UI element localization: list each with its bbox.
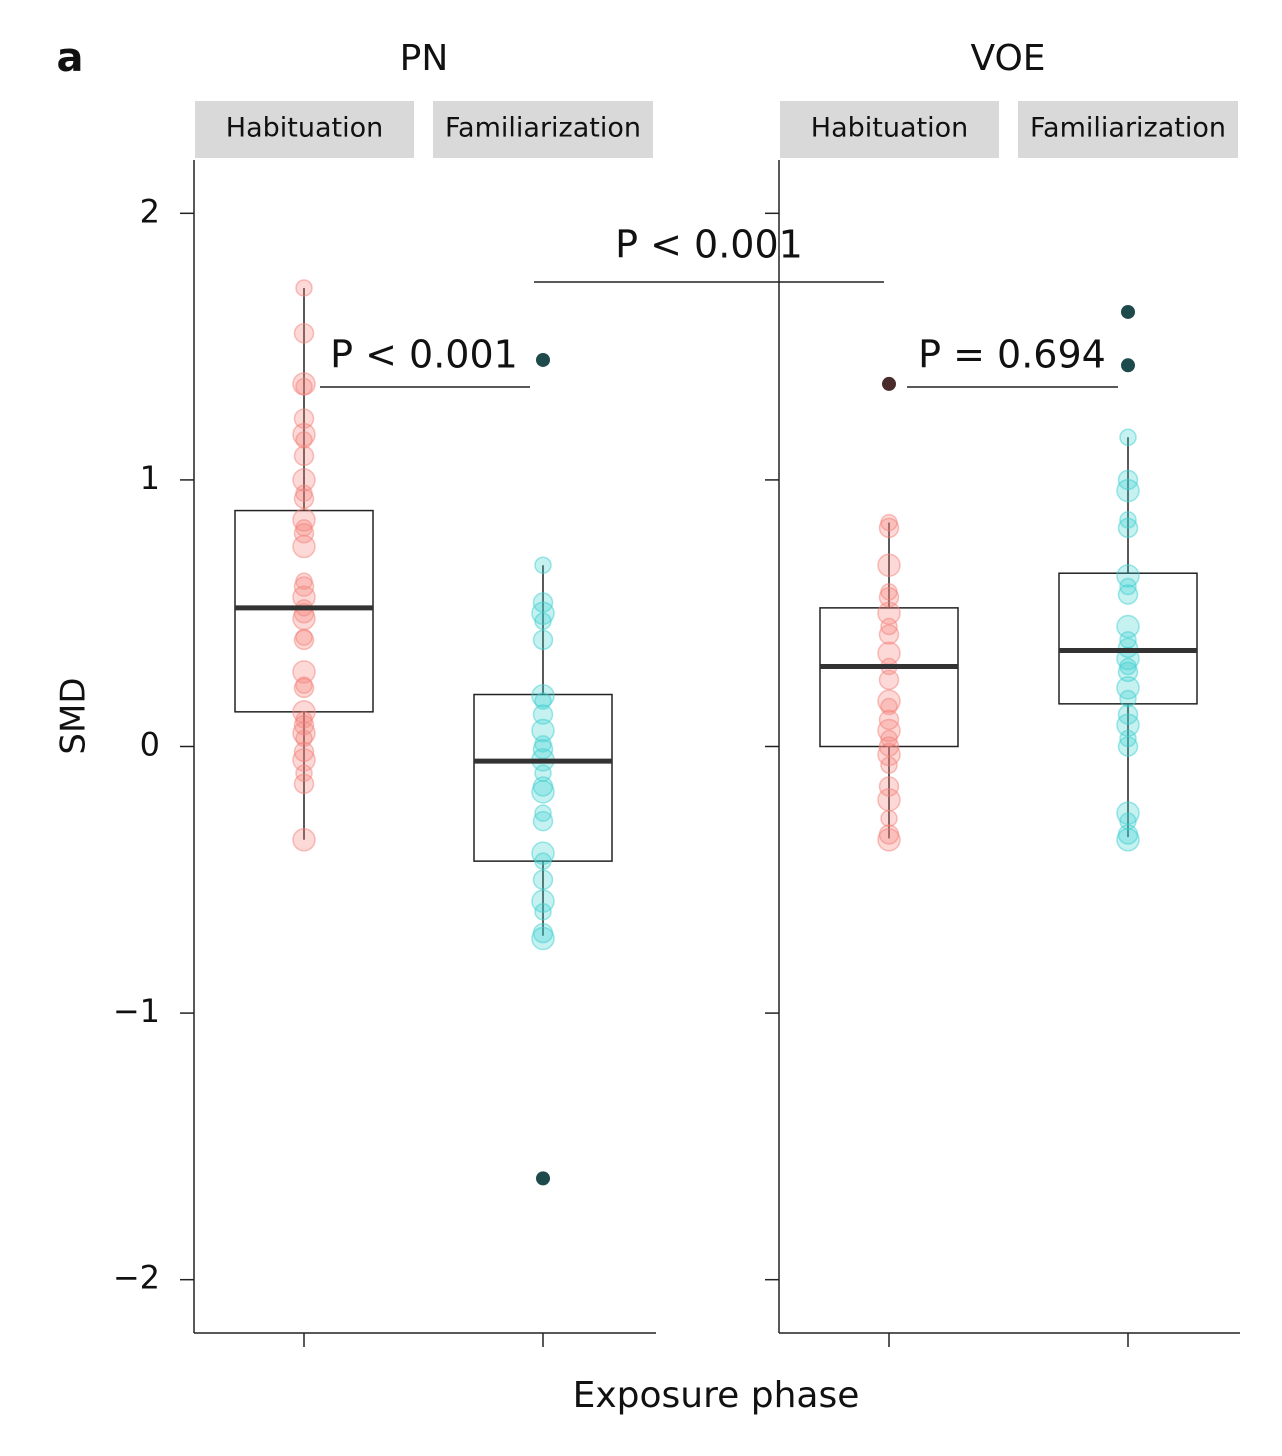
outlier (536, 352, 550, 367)
data-point (293, 677, 315, 699)
data-point (1116, 828, 1140, 852)
data-point (1119, 729, 1137, 748)
data-point (295, 377, 313, 396)
data-point (1116, 614, 1140, 639)
data-point (532, 629, 554, 651)
data-point (292, 828, 316, 852)
y-tick-label: 0 (140, 726, 160, 764)
data-point (1116, 478, 1140, 503)
data-point (1117, 736, 1139, 757)
data-point (880, 729, 898, 748)
data-point (1119, 428, 1137, 447)
data-point (531, 780, 555, 804)
data-point (534, 612, 552, 630)
data-point (877, 788, 901, 812)
data-point (1119, 511, 1137, 529)
data-point (531, 718, 555, 743)
outlier (536, 1171, 550, 1186)
data-point (1116, 713, 1140, 737)
data-point (292, 721, 316, 745)
data-point (880, 809, 898, 828)
p-value-label: P < 0.001 (615, 223, 803, 267)
data-point (295, 764, 313, 782)
panel-title: PN (400, 38, 449, 79)
data-point (532, 810, 554, 832)
strip-header (433, 101, 653, 158)
data-point (295, 676, 313, 694)
data-point (292, 422, 316, 447)
data-point (292, 534, 316, 559)
data-point (1119, 689, 1137, 708)
data-point (1117, 661, 1139, 683)
data-point (534, 804, 552, 822)
data-point (878, 586, 900, 608)
data-point (880, 617, 898, 636)
strip-label: Habituation (226, 113, 383, 144)
data-point (532, 704, 554, 725)
data-point (293, 488, 315, 509)
strip-header (780, 101, 999, 158)
y-tick-label: −2 (113, 1259, 160, 1297)
data-point (293, 773, 315, 795)
data-point (531, 684, 555, 708)
data-point (293, 629, 315, 651)
data-point (877, 601, 901, 625)
data-point (531, 926, 555, 951)
data-point (292, 606, 316, 631)
p-value-label: P < 0.001 (330, 333, 518, 377)
data-point (292, 468, 316, 492)
data-point (877, 553, 901, 577)
outlier (1121, 358, 1135, 373)
data-point (292, 660, 316, 684)
strip-label: Familiarization (445, 113, 641, 144)
data-point (292, 748, 316, 772)
outlier (882, 376, 896, 391)
data-point (878, 517, 900, 539)
data-point (534, 852, 552, 870)
strip-label: Habituation (811, 113, 968, 144)
data-point (293, 408, 315, 429)
data-point (877, 689, 901, 713)
data-point (295, 279, 313, 297)
y-tick-label: 1 (140, 459, 160, 497)
data-point (293, 741, 315, 763)
data-point (293, 522, 315, 544)
data-point (878, 776, 900, 797)
data-point (880, 756, 898, 774)
p-value-label: P = 0.694 (918, 333, 1106, 377)
data-point (534, 903, 552, 921)
data-point (1117, 517, 1139, 539)
data-point (293, 445, 315, 467)
y-tick-label: 2 (140, 192, 160, 230)
box (1058, 572, 1198, 705)
box (473, 693, 613, 862)
x-axis-label: Exposure phase (573, 1375, 860, 1416)
strip-label: Familiarization (1030, 113, 1226, 144)
data-point (295, 628, 313, 646)
strip-header (195, 101, 414, 158)
data-point (293, 714, 315, 736)
panel-title: VOE (970, 38, 1045, 79)
data-point (1119, 577, 1137, 596)
y-axis-label: SMD (54, 677, 94, 754)
data-point (293, 323, 315, 344)
data-point (534, 556, 552, 574)
strip-header (1018, 101, 1238, 158)
data-point (877, 828, 901, 852)
data-point (1117, 584, 1139, 605)
data-point (878, 669, 900, 691)
data-point (878, 736, 900, 757)
data-point (295, 431, 313, 449)
outlier (1121, 304, 1135, 319)
panel-label: a (57, 35, 84, 81)
y-tick-label: −1 (113, 992, 160, 1030)
data-point (532, 869, 554, 891)
data-point (878, 624, 900, 645)
